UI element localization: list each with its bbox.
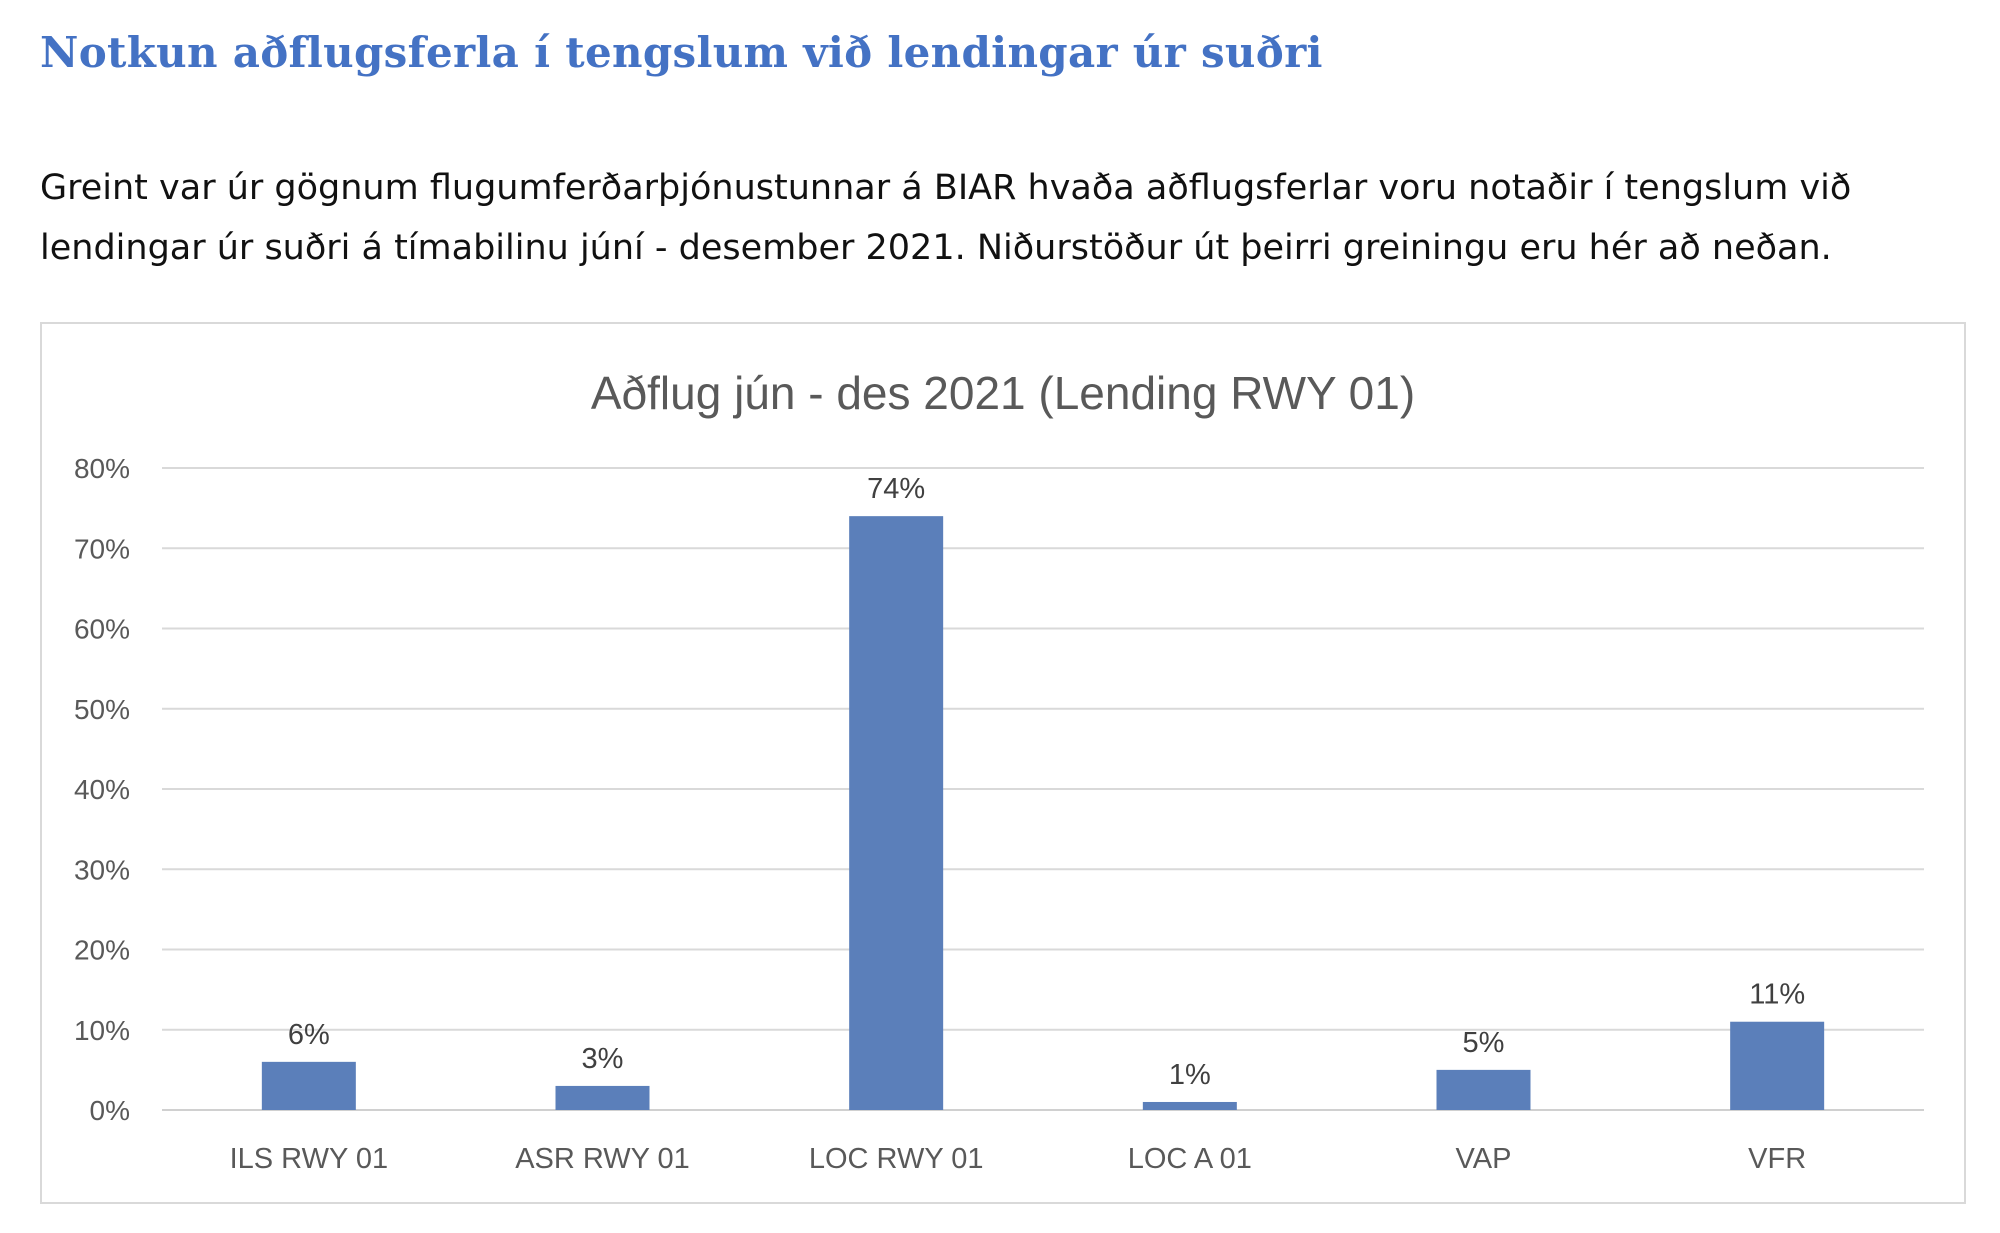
x-category-label: LOC RWY 01: [809, 1143, 984, 1175]
bar: [1436, 1069, 1531, 1110]
y-tick-label: 0%: [90, 1095, 130, 1126]
x-category-label: ILS RWY 01: [230, 1143, 389, 1175]
bar: [1142, 1101, 1237, 1110]
y-tick-label: 40%: [74, 774, 130, 805]
intro-line-2: lendingar úr suðri á tímabilinu júní - d…: [40, 228, 1832, 268]
y-tick-label: 80%: [74, 453, 130, 484]
y-tick-label: 10%: [74, 1015, 130, 1046]
bar: [261, 1061, 356, 1110]
y-tick-label: 50%: [74, 694, 130, 725]
y-tick-label: 30%: [74, 854, 130, 885]
bars: [261, 516, 1825, 1110]
y-tick-label: 20%: [74, 935, 130, 966]
intro-paragraph: Greint var úr gögnum flugumferðarþjónust…: [40, 158, 1960, 278]
data-label: 3%: [582, 1043, 624, 1075]
data-label: 5%: [1463, 1027, 1505, 1059]
chart-container: Aðflug jún - des 2021 (Lending RWY 01) 0…: [40, 322, 1966, 1204]
data-labels: 6% 3% 74% 1% 5% 11%: [288, 473, 1805, 1091]
bar: [1730, 1021, 1825, 1110]
x-category-label: LOC A 01: [1128, 1143, 1252, 1175]
x-axis-categories: ILS RWY 01 ASR RWY 01 LOC RWY 01 LOC A 01 VA…: [230, 1143, 1807, 1175]
x-category-label: VAP: [1456, 1143, 1512, 1175]
intro-line-1: Greint var úr gögnum flugumferðarþjónust…: [40, 168, 1852, 208]
data-label: 11%: [1749, 979, 1805, 1011]
bar: [849, 516, 944, 1110]
bar-chart: Aðflug jún - des 2021 (Lending RWY 01) 0…: [74, 367, 1924, 1175]
x-category-label: ASR RWY 01: [515, 1143, 690, 1175]
gridlines: [162, 467, 1924, 1111]
data-label: 1%: [1169, 1059, 1211, 1091]
y-axis-ticks: 0% 10% 20% 30% 40% 50% 60% 70% 80%: [74, 453, 130, 1126]
data-label: 6%: [288, 1019, 330, 1051]
chart-title: Aðflug jún - des 2021 (Lending RWY 01): [591, 367, 1415, 419]
page-heading: Notkun aðflugsferla í tengslum við lendi…: [40, 28, 1323, 77]
y-tick-label: 60%: [74, 614, 130, 645]
x-category-label: VFR: [1748, 1143, 1806, 1175]
bar: [555, 1085, 650, 1110]
y-tick-label: 70%: [74, 533, 130, 564]
data-label: 74%: [867, 473, 925, 505]
